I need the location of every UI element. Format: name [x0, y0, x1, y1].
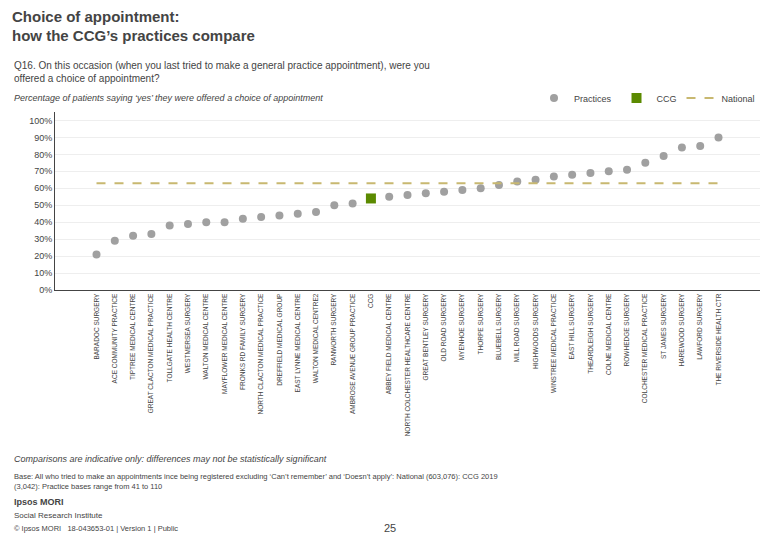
svg-text:LAWFORD SURGERY: LAWFORD SURGERY	[696, 293, 703, 360]
svg-text:WESTMERSEA SURGERY: WESTMERSEA SURGERY	[184, 293, 191, 373]
svg-text:MAYFLOWER MEDICAL CENTRE: MAYFLOWER MEDICAL CENTRE	[221, 293, 228, 394]
svg-text:MILL ROAD SURGERY: MILL ROAD SURGERY	[513, 293, 520, 362]
svg-text:TOLLGATE HEALTH CENTRE: TOLLGATE HEALTH CENTRE	[166, 293, 173, 383]
svg-text:WALTON MEDICAL CENTRE2: WALTON MEDICAL CENTRE2	[312, 293, 319, 383]
svg-text:50%: 50%	[34, 200, 52, 210]
svg-text:Practices: Practices	[574, 94, 612, 104]
svg-text:30%: 30%	[34, 234, 52, 244]
svg-text:OLD ROAD SURGERY: OLD ROAD SURGERY	[440, 293, 447, 361]
svg-text:ABBEY FIELD MEDICAL CENTRE: ABBEY FIELD MEDICAL CENTRE	[385, 293, 392, 394]
svg-text:NORTH CLACTON MEDICAL PRACTICE: NORTH CLACTON MEDICAL PRACTICE	[257, 293, 264, 415]
svg-text:GREAT BENTLEY SURGERY: GREAT BENTLEY SURGERY	[422, 293, 429, 381]
svg-text:Social Research Institute: Social Research Institute	[14, 511, 103, 520]
svg-text:CCG: CCG	[367, 294, 374, 308]
svg-text:Choice of appointment:how the: Choice of appointment:how the CCG’s prac…	[12, 8, 255, 45]
svg-text:RANWORTH SURGERY: RANWORTH SURGERY	[330, 293, 337, 366]
svg-text:HAREWOOD SURGERY: HAREWOOD SURGERY	[678, 293, 685, 366]
svg-text:HIGHWOODS SURGERY: HIGHWOODS SURGERY	[532, 293, 539, 369]
svg-text:EAST HILL SURGERY: EAST HILL SURGERY	[568, 293, 575, 360]
svg-text:Q16. On this occasion (when yo: Q16. On this occasion (when you last tri…	[14, 60, 430, 84]
svg-text:90%: 90%	[34, 133, 52, 143]
svg-text:100%: 100%	[29, 116, 52, 126]
svg-text:Comparisons are indicative onl: Comparisons are indicative only: differe…	[14, 454, 327, 464]
svg-text:ROWHEDGE SURGERY: ROWHEDGE SURGERY	[623, 293, 630, 366]
svg-text:DREFFIELD MEDICAL GROUP: DREFFIELD MEDICAL GROUP	[276, 294, 283, 386]
svg-text:THEARDLEIGH SURGERY: THEARDLEIGH SURGERY	[587, 293, 594, 374]
svg-text:THE RIVERSIDE HEALTH CTR: THE RIVERSIDE HEALTH CTR	[715, 293, 722, 385]
svg-text:CCG: CCG	[657, 94, 677, 104]
svg-text:COLNE MEDICAL CENTRE: COLNE MEDICAL CENTRE	[605, 293, 612, 375]
svg-text:ST JAMES SURGERY: ST JAMES SURGERY	[660, 293, 667, 359]
svg-text:BARADOC SURGERY: BARADOC SURGERY	[93, 293, 100, 360]
svg-text:WINSTREE MEDICAL PRACTICE: WINSTREE MEDICAL PRACTICE	[550, 293, 557, 393]
svg-text:MYENHOE SURGERY: MYENHOE SURGERY	[458, 293, 465, 360]
svg-text:TIPTREE MEDICAL CENTRE: TIPTREE MEDICAL CENTRE	[129, 293, 136, 380]
svg-text:THORPE SURGERY: THORPE SURGERY	[477, 293, 484, 355]
svg-text:GREAT CLACTON MEDICAL PRACTICE: GREAT CLACTON MEDICAL PRACTICE	[147, 293, 154, 413]
svg-text:80%: 80%	[34, 150, 52, 160]
svg-text:Base: All who tried to make an: Base: All who tried to make an appointme…	[14, 472, 498, 491]
svg-text:COLCHESTER MEDICAL PRACTICE: COLCHESTER MEDICAL PRACTICE	[641, 293, 648, 403]
svg-text:FRONKS RD FAMILY SURGERY: FRONKS RD FAMILY SURGERY	[239, 293, 246, 390]
svg-text:© Ipsos MORI 18-043653-01 |: © Ipsos MORI 18-043653-01 | Version 1 | …	[14, 524, 178, 533]
svg-text:25: 25	[384, 522, 396, 534]
svg-text:EAST LYNNE MEDICAL CENTRE: EAST LYNNE MEDICAL CENTRE	[294, 293, 301, 393]
svg-text:10%: 10%	[34, 268, 52, 278]
svg-text:Ipsos MORI: Ipsos MORI	[14, 497, 64, 507]
svg-text:National: National	[722, 94, 755, 104]
svg-text:60%: 60%	[34, 183, 52, 193]
svg-text:Percentage of patients saying: Percentage of patients saying ‘yes’ they…	[14, 93, 323, 103]
svg-text:70%: 70%	[34, 166, 52, 176]
svg-text:ACE COMMUNITY PRACTICE: ACE COMMUNITY PRACTICE	[111, 293, 118, 383]
svg-text:0%: 0%	[39, 285, 52, 295]
svg-text:WALTON MEDICAL CENTRE: WALTON MEDICAL CENTRE	[202, 293, 209, 380]
svg-text:40%: 40%	[34, 217, 52, 227]
svg-text:AMBROSE AVENUE GROUP PRACTICE: AMBROSE AVENUE GROUP PRACTICE	[349, 293, 356, 414]
svg-text:BLUEBELL SURGERY: BLUEBELL SURGERY	[495, 293, 502, 360]
svg-text:20%: 20%	[34, 251, 52, 261]
svg-text:NORTH COLCHESTER HEALTHCARE CE: NORTH COLCHESTER HEALTHCARE CENTRE	[404, 293, 411, 436]
